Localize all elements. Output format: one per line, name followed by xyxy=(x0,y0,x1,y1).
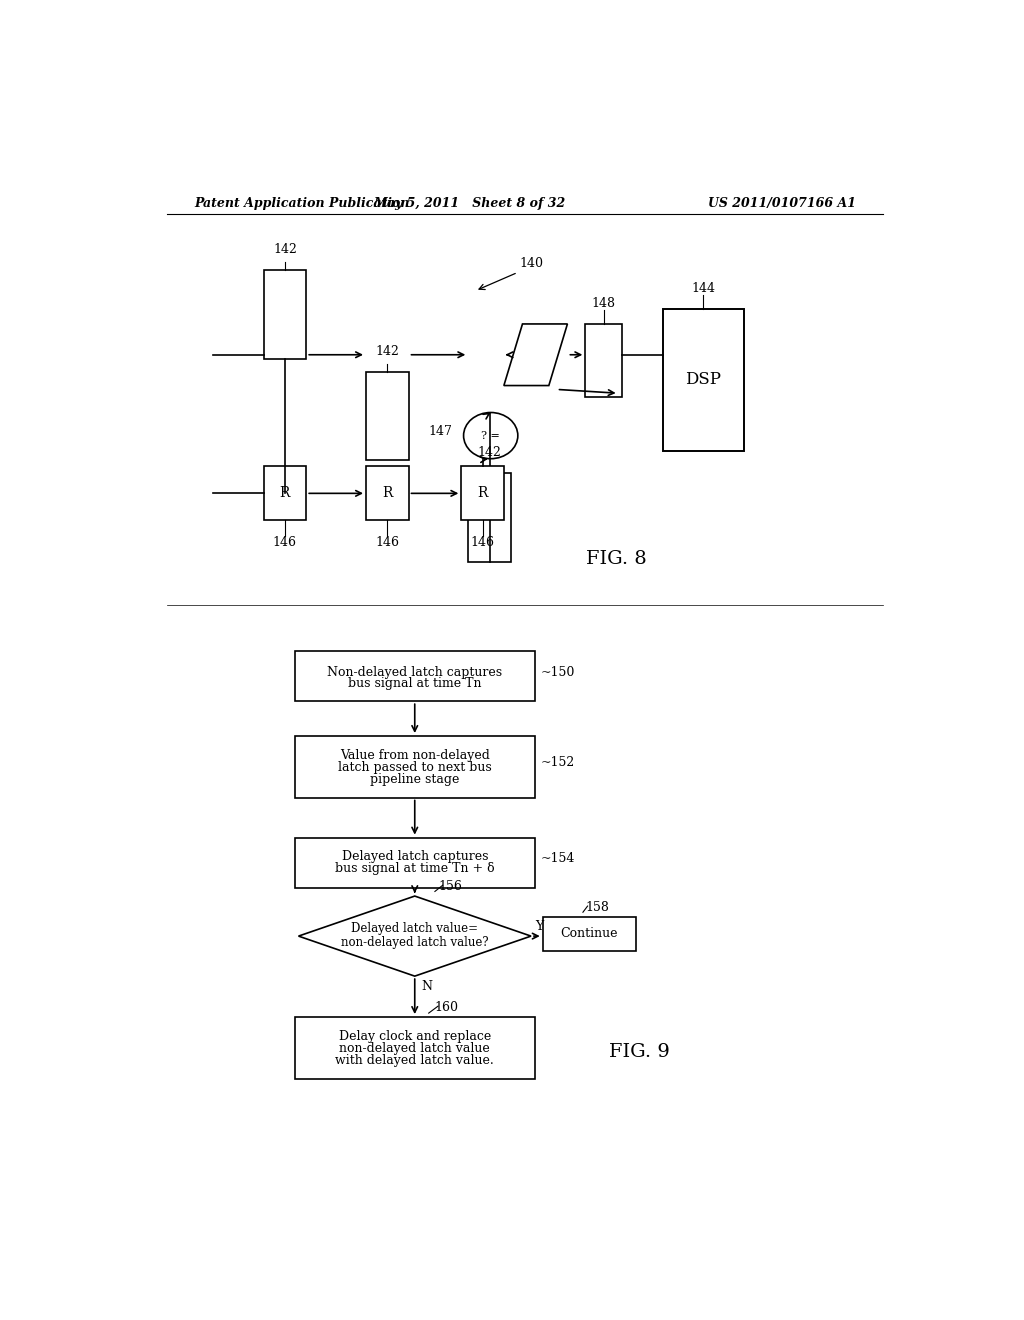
Text: ? =: ? = xyxy=(481,430,500,441)
Bar xyxy=(263,466,306,520)
Bar xyxy=(468,474,511,562)
Text: 144: 144 xyxy=(691,281,716,294)
Text: R: R xyxy=(382,486,392,500)
Text: bus signal at time Tn: bus signal at time Tn xyxy=(348,677,481,690)
Text: FIG. 8: FIG. 8 xyxy=(586,550,646,568)
Text: non-delayed latch value: non-delayed latch value xyxy=(339,1041,490,1055)
Bar xyxy=(366,372,409,461)
Text: 146: 146 xyxy=(273,536,297,549)
Text: R: R xyxy=(280,486,290,500)
Text: 146: 146 xyxy=(471,536,495,549)
Text: ~150: ~150 xyxy=(541,665,575,678)
Text: with delayed latch value.: with delayed latch value. xyxy=(336,1053,495,1067)
Text: Patent Application Publication: Patent Application Publication xyxy=(194,197,410,210)
Polygon shape xyxy=(299,896,531,977)
Bar xyxy=(295,837,535,887)
Text: pipeline stage: pipeline stage xyxy=(370,772,460,785)
Bar xyxy=(461,466,504,520)
Bar xyxy=(295,737,535,797)
Text: US 2011/0107166 A1: US 2011/0107166 A1 xyxy=(709,197,856,210)
Bar xyxy=(295,651,535,701)
Text: Non-delayed latch captures: Non-delayed latch captures xyxy=(328,665,503,678)
Text: FIG. 9: FIG. 9 xyxy=(609,1043,670,1060)
Text: Y: Y xyxy=(535,920,543,933)
Text: 142: 142 xyxy=(273,243,297,256)
Bar xyxy=(586,323,623,397)
Text: ~152: ~152 xyxy=(541,756,575,770)
Text: 142: 142 xyxy=(477,446,502,459)
Text: 148: 148 xyxy=(592,297,615,310)
Text: 146: 146 xyxy=(375,536,399,549)
Ellipse shape xyxy=(464,413,518,459)
Text: Delayed latch value=: Delayed latch value= xyxy=(351,921,478,935)
Bar xyxy=(663,309,744,451)
Text: non-delayed latch value?: non-delayed latch value? xyxy=(341,936,488,949)
Text: 147: 147 xyxy=(428,425,452,438)
Bar xyxy=(543,917,636,950)
Text: Value from non-delayed: Value from non-delayed xyxy=(340,750,489,763)
Bar xyxy=(366,466,409,520)
Text: N: N xyxy=(421,981,432,994)
Text: 142: 142 xyxy=(376,345,399,358)
Text: 140: 140 xyxy=(519,257,544,271)
Text: Continue: Continue xyxy=(560,927,617,940)
Bar xyxy=(295,1016,535,1078)
Text: DSP: DSP xyxy=(685,371,722,388)
Text: ~154: ~154 xyxy=(541,853,575,865)
Text: latch passed to next bus: latch passed to next bus xyxy=(338,760,492,774)
Polygon shape xyxy=(504,323,567,385)
Text: Delay clock and replace: Delay clock and replace xyxy=(339,1031,490,1044)
Text: Delayed latch captures: Delayed latch captures xyxy=(341,850,488,863)
Text: R: R xyxy=(477,486,487,500)
Text: 158: 158 xyxy=(586,902,609,915)
Text: 156: 156 xyxy=(438,880,462,894)
Text: May 5, 2011   Sheet 8 of 32: May 5, 2011 Sheet 8 of 32 xyxy=(373,197,565,210)
Text: 160: 160 xyxy=(434,1001,458,1014)
Text: bus signal at time Tn + δ: bus signal at time Tn + δ xyxy=(335,862,495,875)
Bar xyxy=(263,271,306,359)
